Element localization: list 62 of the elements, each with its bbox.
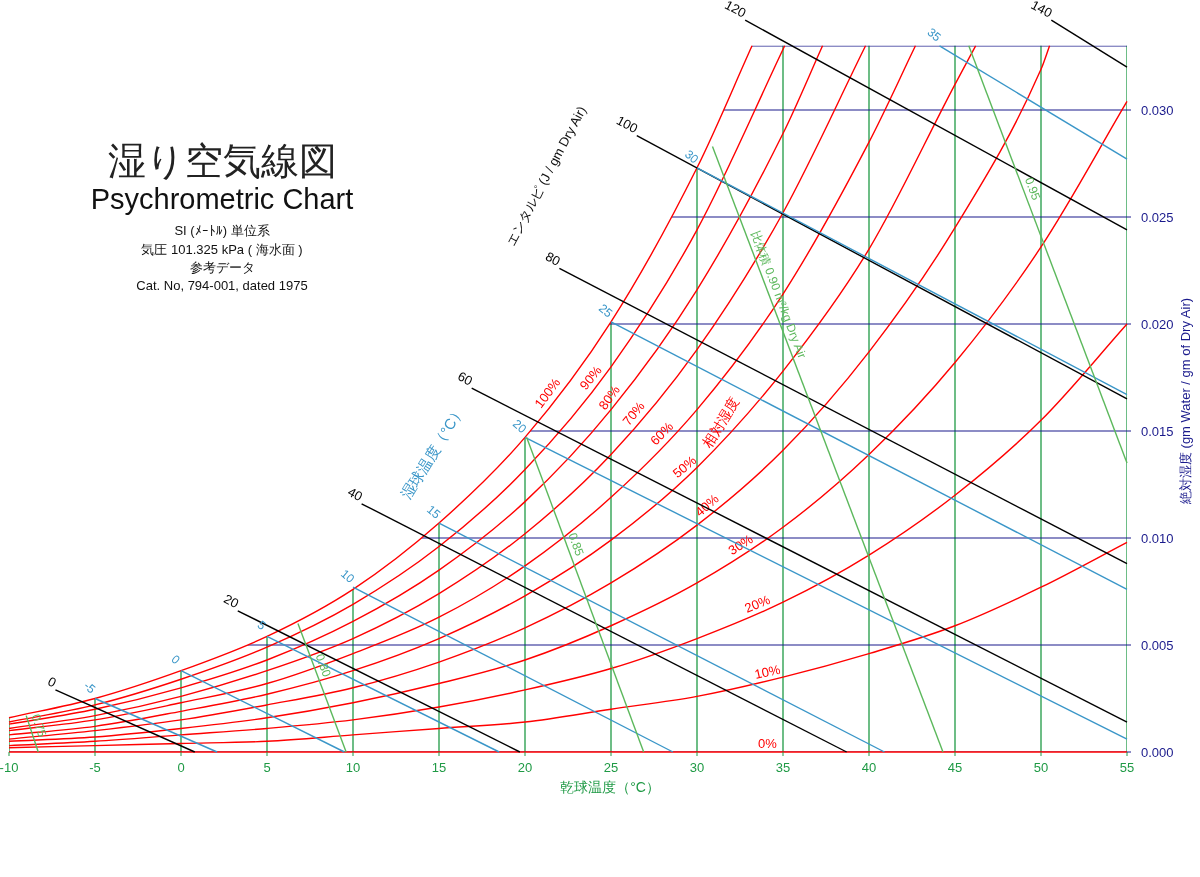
text: 15 xyxy=(423,502,444,522)
text: -5 xyxy=(80,678,99,697)
text: 5 xyxy=(254,617,269,634)
text: 0.95 xyxy=(1021,175,1044,203)
text: 30 xyxy=(681,147,702,167)
text: 25 xyxy=(595,301,616,321)
annotation: 参考データ xyxy=(189,260,255,275)
text: 0.80 xyxy=(312,651,335,680)
text: 40 xyxy=(345,484,366,505)
x-tick-label: 30 xyxy=(689,760,705,775)
x-tick-label: 55 xyxy=(1119,760,1135,775)
x-tick-label: 40 xyxy=(861,760,877,775)
y-axis-title: 絶対湿度 (gm Water / gm of Dry Air) xyxy=(1178,297,1193,506)
text: 100 xyxy=(614,112,641,137)
y-tick-label: 0.020 xyxy=(1141,317,1174,332)
annotation: 気圧 101.325 kPa ( 海水面 ) xyxy=(141,242,303,257)
x-tick-label: 10 xyxy=(345,760,361,775)
text: 80 xyxy=(543,248,563,269)
series-label: 0% xyxy=(758,736,778,751)
text: 40% xyxy=(692,490,722,520)
text: 20 xyxy=(509,416,530,437)
annotation: エンタルピ (J / gm Dry Air) xyxy=(502,103,590,248)
y-tick-label: 0.025 xyxy=(1141,210,1174,225)
text: 60% xyxy=(647,418,677,449)
annotation: 湿球温度（°C） xyxy=(396,402,468,502)
x-tick-label: 15 xyxy=(431,760,447,775)
text: 0.85 xyxy=(565,531,587,559)
text: 比体積 0.90 m³/kg Dry Air xyxy=(747,228,810,361)
text: 50% xyxy=(669,452,700,481)
text: 20% xyxy=(742,591,773,616)
text: 35 xyxy=(924,25,944,45)
x-tick-label: 45 xyxy=(947,760,963,775)
x-tick-label: 25 xyxy=(603,760,619,775)
text: Psychrometric Chart xyxy=(90,183,354,215)
annotation: SI (ﾒｰﾄﾙ) 単位系 xyxy=(174,223,270,238)
text: 70% xyxy=(619,398,648,429)
text: 120 xyxy=(722,0,749,21)
x-tick-label: 50 xyxy=(1033,760,1049,775)
x-tick-label: 0 xyxy=(177,760,185,775)
text: 140 xyxy=(1028,0,1055,21)
text: 0 xyxy=(168,652,183,668)
x-tick-label: -5 xyxy=(89,760,101,775)
text: 10 xyxy=(337,566,358,587)
text: 60 xyxy=(455,368,476,389)
x-tick-label: -10 xyxy=(0,760,19,775)
text: 30% xyxy=(725,531,756,559)
x-tick-label: 20 xyxy=(517,760,533,775)
x-tick-label: 5 xyxy=(263,760,271,775)
y-tick-label: 0.015 xyxy=(1141,424,1174,439)
text: 湿り空気線図 xyxy=(107,140,337,182)
text: 0.75 xyxy=(28,712,50,740)
y-tick-label: 0.000 xyxy=(1141,745,1174,760)
y-tick-label: 0.010 xyxy=(1141,531,1174,546)
y-tick-label: 0.030 xyxy=(1141,103,1174,118)
x-tick-label: 35 xyxy=(775,760,791,775)
text: 10% xyxy=(753,661,783,683)
y-tick-label: 0.005 xyxy=(1141,638,1174,653)
text: 20 xyxy=(221,591,242,612)
annotation: Cat. No, 794-001, dated 1975 xyxy=(136,278,308,293)
text: 0 xyxy=(45,673,59,691)
annotation: 相対湿度 xyxy=(699,394,743,451)
x-axis-title: 乾球温度（°C） xyxy=(560,779,660,795)
